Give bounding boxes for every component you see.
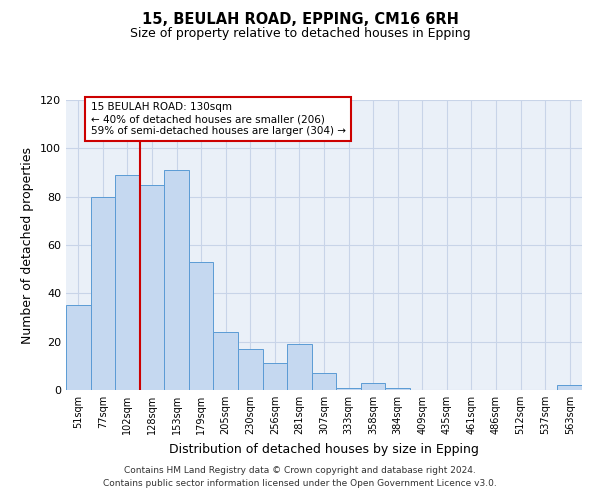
Text: Size of property relative to detached houses in Epping: Size of property relative to detached ho… — [130, 28, 470, 40]
Bar — [287, 344, 312, 390]
Text: Contains HM Land Registry data © Crown copyright and database right 2024.
Contai: Contains HM Land Registry data © Crown c… — [103, 466, 497, 487]
Bar — [164, 170, 189, 390]
Bar — [189, 262, 214, 390]
Bar — [91, 196, 115, 390]
Bar — [238, 349, 263, 390]
Bar — [312, 373, 336, 390]
Bar — [140, 184, 164, 390]
Bar — [115, 175, 140, 390]
Bar — [66, 306, 91, 390]
Y-axis label: Number of detached properties: Number of detached properties — [22, 146, 34, 344]
Text: 15 BEULAH ROAD: 130sqm
← 40% of detached houses are smaller (206)
59% of semi-de: 15 BEULAH ROAD: 130sqm ← 40% of detached… — [91, 102, 346, 136]
Text: 15, BEULAH ROAD, EPPING, CM16 6RH: 15, BEULAH ROAD, EPPING, CM16 6RH — [142, 12, 458, 28]
Bar — [336, 388, 361, 390]
Bar — [361, 383, 385, 390]
Bar — [214, 332, 238, 390]
Bar — [263, 364, 287, 390]
X-axis label: Distribution of detached houses by size in Epping: Distribution of detached houses by size … — [169, 442, 479, 456]
Bar — [385, 388, 410, 390]
Bar — [557, 385, 582, 390]
